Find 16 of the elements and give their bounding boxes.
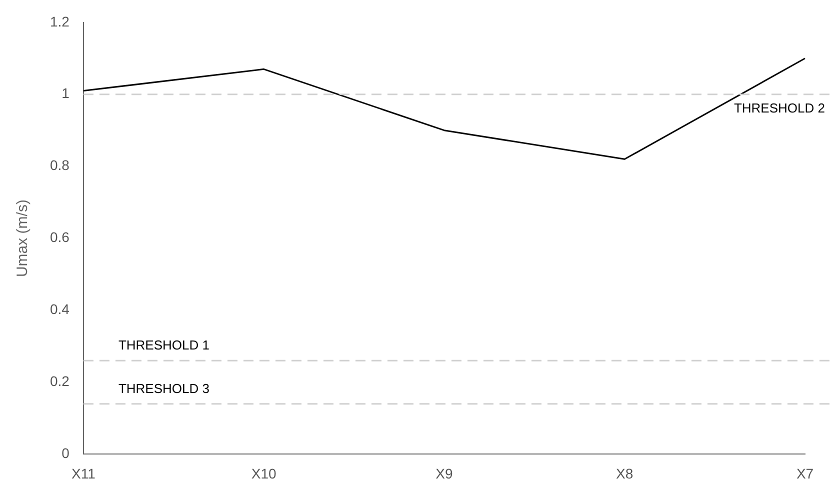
y-tick-label: 0 xyxy=(62,445,70,462)
y-tick-label: 0.6 xyxy=(50,229,70,246)
y-tick-label: 1.2 xyxy=(50,13,70,30)
y-axis-title: Umax (m/s) xyxy=(14,200,32,278)
y-tick-label: 0.8 xyxy=(50,157,70,174)
x-tick-label: X7 xyxy=(796,465,814,482)
ref-line-label: THRESHOLD 1 xyxy=(118,338,210,353)
x-tick-label: X9 xyxy=(436,465,454,482)
x-tick-label: X8 xyxy=(616,465,634,482)
ref-line-label: THRESHOLD 3 xyxy=(118,380,210,396)
y-tick-label: 0.4 xyxy=(50,301,70,318)
x-tick-label: X11 xyxy=(72,465,96,482)
ref-line-label: THRESHOLD 2 xyxy=(734,100,825,116)
y-tick-label: 0.2 xyxy=(50,373,70,390)
x-tick-label: X10 xyxy=(251,465,277,482)
y-tick-label: 1 xyxy=(62,85,70,102)
